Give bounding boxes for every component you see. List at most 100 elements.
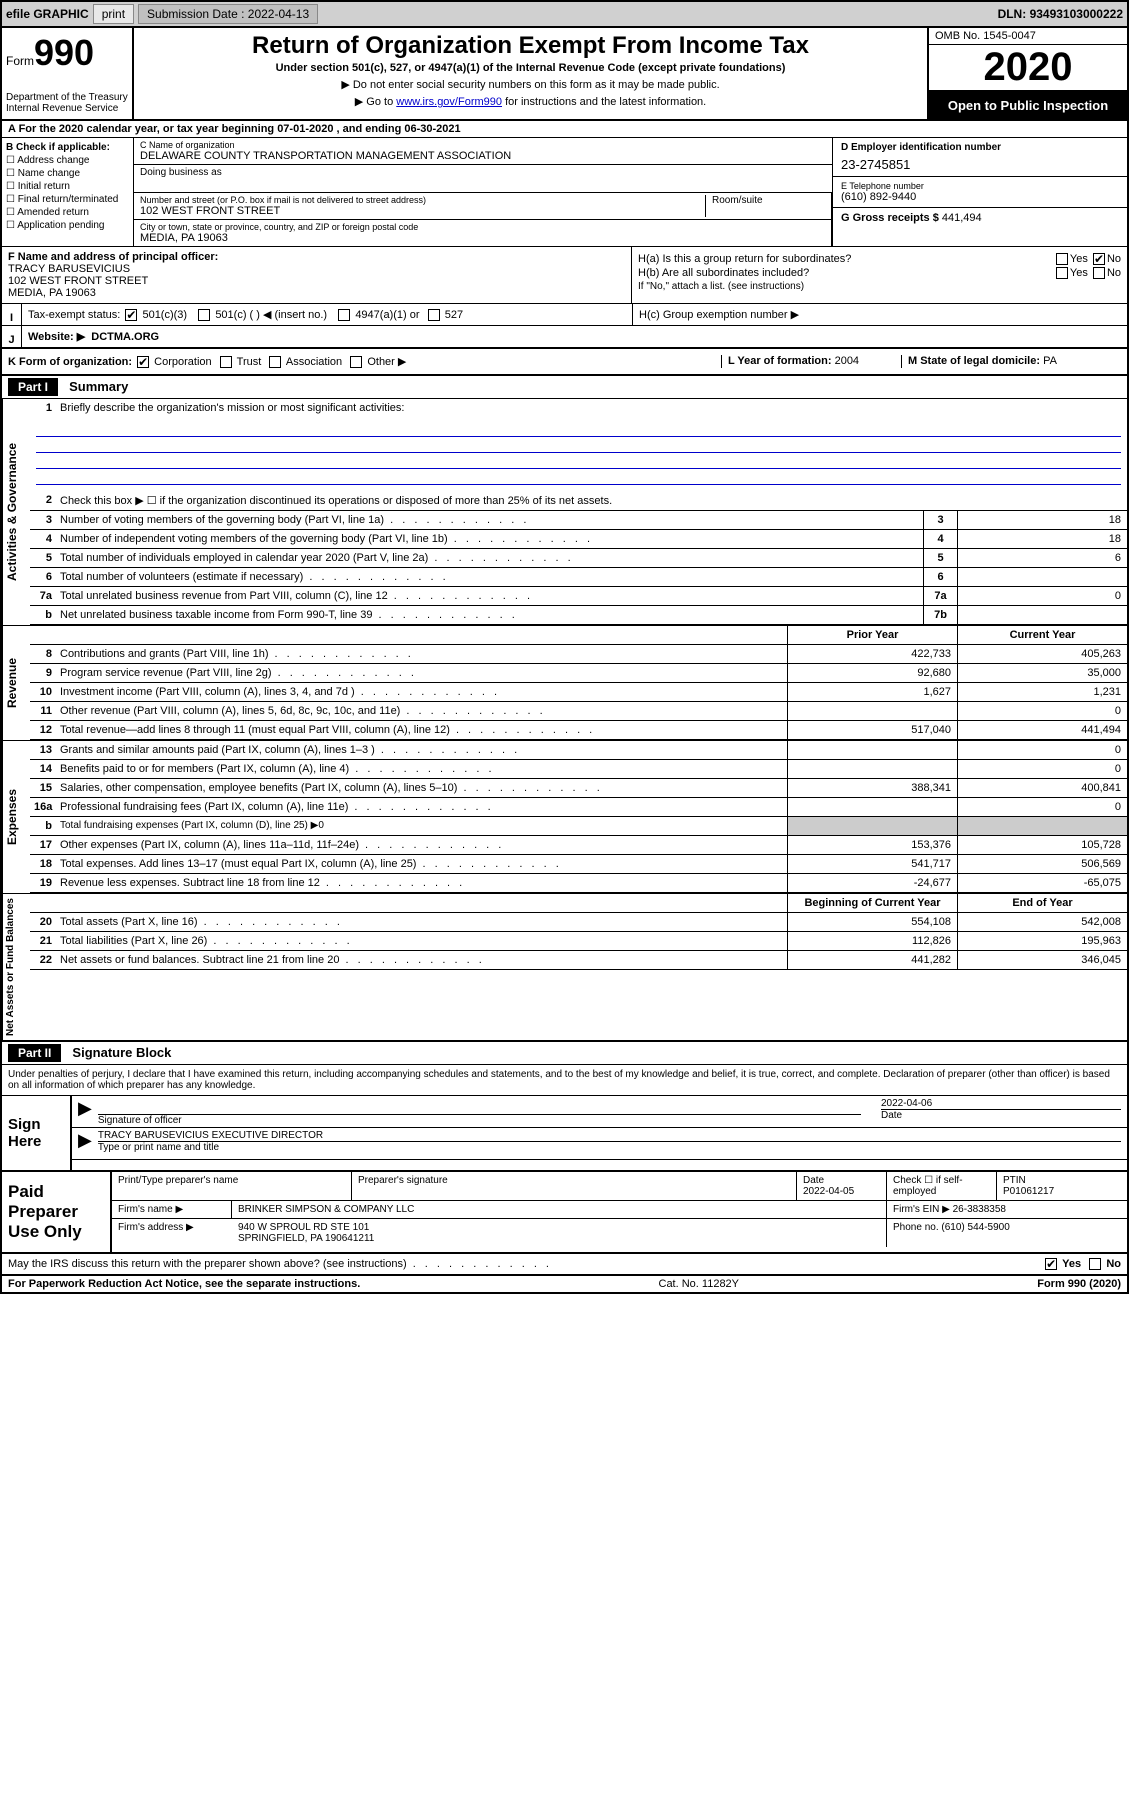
- city: MEDIA, PA 19063: [140, 232, 825, 244]
- table-row: 13Grants and similar amounts paid (Part …: [30, 741, 1127, 760]
- state-domicile: PA: [1043, 355, 1057, 367]
- website: DCTMA.ORG: [91, 331, 159, 343]
- cat-no: Cat. No. 11282Y: [659, 1278, 740, 1290]
- box-j: J Website: ▶ DCTMA.ORG: [2, 326, 1127, 349]
- efile-label: efile GRAPHIC: [6, 7, 89, 21]
- hb-no[interactable]: [1093, 267, 1105, 279]
- line-a: A For the 2020 calendar year, or tax yea…: [2, 121, 1127, 138]
- title-block: Return of Organization Exempt From Incom…: [134, 28, 927, 119]
- ein: 23-2745851: [841, 157, 1119, 172]
- signature-block: Sign Here ▶ Signature of officer 2022-04…: [2, 1096, 1127, 1170]
- dba: Doing business as: [134, 165, 832, 193]
- ha-yes[interactable]: [1056, 253, 1068, 265]
- table-row: bTotal fundraising expenses (Part IX, co…: [30, 817, 1127, 836]
- prep-date: 2022-04-05: [803, 1186, 854, 1197]
- chk-other[interactable]: [350, 356, 362, 368]
- officer-name: TRACY BARUSEVICIUS EXECUTIVE DIRECTOR: [98, 1130, 1121, 1141]
- activities-governance: Activities & Governance 1Briefly describ…: [2, 399, 1127, 625]
- table-row: 15Salaries, other compensation, employee…: [30, 779, 1127, 798]
- chk-assoc[interactable]: [269, 356, 281, 368]
- summary-row: 5Total number of individuals employed in…: [30, 549, 1127, 568]
- table-row: 18Total expenses. Add lines 13–17 (must …: [30, 855, 1127, 874]
- ha-no[interactable]: [1093, 253, 1105, 265]
- discuss-no[interactable]: [1089, 1258, 1101, 1270]
- table-row: 14Benefits paid to or for members (Part …: [30, 760, 1127, 779]
- boxes-d-e-g: D Employer identification number 23-2745…: [832, 138, 1127, 246]
- sign-arrow-icon: ▶: [78, 1098, 92, 1125]
- firm-phone: (610) 544-5900: [941, 1222, 1009, 1233]
- perjury-text: Under penalties of perjury, I declare th…: [2, 1065, 1127, 1096]
- note2: ▶ Go to www.irs.gov/Form990 for instruct…: [142, 95, 919, 108]
- table-row: 10Investment income (Part VIII, column (…: [30, 683, 1127, 702]
- org-name: DELAWARE COUNTY TRANSPORTATION MANAGEMEN…: [140, 150, 826, 162]
- revenue-section: Revenue Prior YearCurrent Year 8Contribu…: [2, 625, 1127, 740]
- chk-corp[interactable]: [137, 356, 149, 368]
- omb-number: OMB No. 1545-0047: [929, 28, 1127, 45]
- discuss-yes[interactable]: [1045, 1258, 1057, 1270]
- ptin: P01061217: [1003, 1186, 1054, 1197]
- inspection-notice: Open to Public Inspection: [929, 92, 1127, 119]
- part2-header: Part II Signature Block: [2, 1040, 1127, 1065]
- chk-address-change[interactable]: ☐ Address change: [6, 155, 129, 166]
- box-i: I Tax-exempt status: 501(c)(3) 501(c) ( …: [2, 304, 1127, 326]
- box-c: C Name of organization DELAWARE COUNTY T…: [134, 138, 832, 246]
- gross-receipts: G Gross receipts $ 441,494: [833, 208, 1127, 228]
- table-row: 12Total revenue—add lines 8 through 11 (…: [30, 721, 1127, 740]
- chk-amended[interactable]: ☐ Amended return: [6, 207, 129, 218]
- chk-501c[interactable]: [198, 309, 210, 321]
- hb-yes[interactable]: [1056, 267, 1068, 279]
- form-container: efile GRAPHIC print Submission Date : 20…: [0, 0, 1129, 1294]
- footer: For Paperwork Reduction Act Notice, see …: [2, 1276, 1127, 1292]
- year-formation: 2004: [835, 355, 859, 367]
- header: Form990 Department of the Treasury Inter…: [2, 28, 1127, 121]
- chk-4947[interactable]: [338, 309, 350, 321]
- print-button[interactable]: print: [93, 4, 134, 24]
- table-row: 22Net assets or fund balances. Subtract …: [30, 951, 1127, 970]
- preparer-block: Paid Preparer Use Only Print/Type prepar…: [2, 1170, 1127, 1254]
- subtitle: Under section 501(c), 527, or 4947(a)(1)…: [142, 62, 919, 74]
- chk-application[interactable]: ☐ Application pending: [6, 220, 129, 231]
- department: Department of the Treasury Internal Reve…: [6, 92, 128, 114]
- table-row: 19Revenue less expenses. Subtract line 1…: [30, 874, 1127, 893]
- chk-final-return[interactable]: ☐ Final return/terminated: [6, 194, 129, 205]
- boxes-f-h: F Name and address of principal officer:…: [2, 247, 1127, 304]
- table-row: 16aProfessional fundraising fees (Part I…: [30, 798, 1127, 817]
- room-suite: Room/suite: [705, 195, 825, 217]
- chk-initial-return[interactable]: ☐ Initial return: [6, 181, 129, 192]
- table-row: 17Other expenses (Part IX, column (A), l…: [30, 836, 1127, 855]
- box-f: F Name and address of principal officer:…: [2, 247, 632, 303]
- box-h: H(a) Is this a group return for subordin…: [632, 247, 1127, 303]
- chk-501c3[interactable]: [125, 309, 137, 321]
- chk-name-change[interactable]: ☐ Name change: [6, 168, 129, 179]
- summary-row: 6Total number of volunteers (estimate if…: [30, 568, 1127, 587]
- form-number-block: Form990 Department of the Treasury Inter…: [2, 28, 134, 119]
- discuss-row: May the IRS discuss this return with the…: [2, 1254, 1127, 1276]
- expenses-section: Expenses 13Grants and similar amounts pa…: [2, 740, 1127, 893]
- mission-text: [30, 417, 1127, 491]
- chk-trust[interactable]: [220, 356, 232, 368]
- topbar: efile GRAPHIC print Submission Date : 20…: [2, 2, 1127, 28]
- summary-row: bNet unrelated business taxable income f…: [30, 606, 1127, 625]
- summary-row: 7aTotal unrelated business revenue from …: [30, 587, 1127, 606]
- instructions-link[interactable]: www.irs.gov/Form990: [396, 96, 502, 108]
- part1-header: Part I Summary: [2, 376, 1127, 399]
- firm-name: BRINKER SIMPSON & COMPANY LLC: [232, 1201, 887, 1218]
- firm-ein: 26-3838358: [953, 1204, 1006, 1215]
- summary-row: 3Number of voting members of the governi…: [30, 511, 1127, 530]
- boxes-k-l-m: K Form of organization: Corporation Trus…: [2, 349, 1127, 376]
- tax-year: 2020: [929, 45, 1127, 92]
- netassets-section: Net Assets or Fund Balances Beginning of…: [2, 893, 1127, 1040]
- chk-527[interactable]: [428, 309, 440, 321]
- street: 102 WEST FRONT STREET: [140, 205, 705, 217]
- box-b: B Check if applicable: ☐ Address change …: [2, 138, 134, 246]
- table-row: 21Total liabilities (Part X, line 26)112…: [30, 932, 1127, 951]
- table-row: 11Other revenue (Part VIII, column (A), …: [30, 702, 1127, 721]
- table-row: 8Contributions and grants (Part VIII, li…: [30, 645, 1127, 664]
- form-title: Return of Organization Exempt From Incom…: [142, 32, 919, 60]
- box-hc: H(c) Group exemption number ▶: [632, 304, 1127, 325]
- submission-label: Submission Date : 2022-04-13: [138, 4, 318, 24]
- omb-block: OMB No. 1545-0047 2020 Open to Public In…: [927, 28, 1127, 119]
- table-row: 20Total assets (Part X, line 16)554,1085…: [30, 913, 1127, 932]
- dln: DLN: 93493103000222: [998, 7, 1123, 21]
- note1: ▶ Do not enter social security numbers o…: [142, 78, 919, 91]
